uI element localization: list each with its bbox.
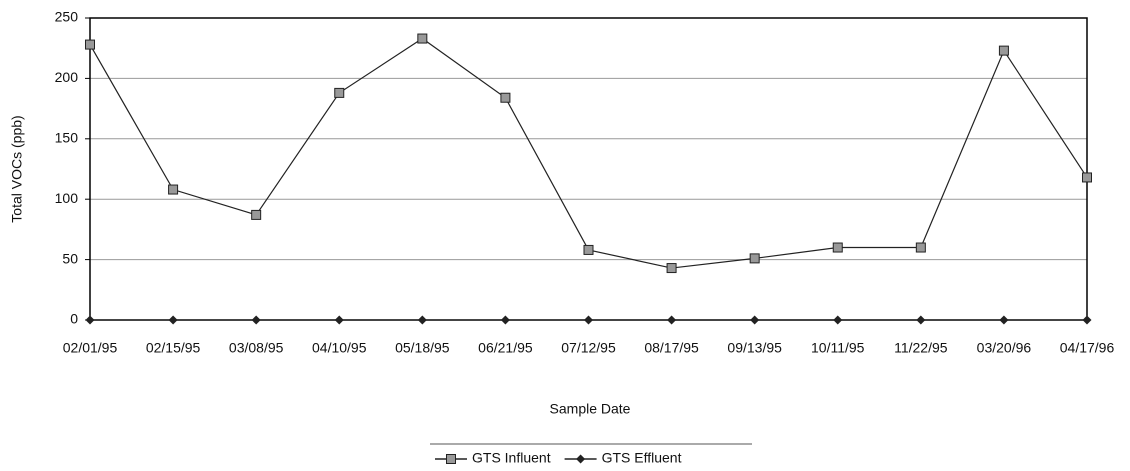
y-tick-label: 150 bbox=[55, 130, 79, 146]
marker bbox=[417, 33, 428, 44]
marker bbox=[999, 315, 1009, 325]
y-tick-label: 250 bbox=[55, 9, 79, 25]
x-tick-label: 03/20/96 bbox=[977, 340, 1032, 356]
y-tick-label: 0 bbox=[70, 311, 78, 327]
x-tick-label: 05/18/95 bbox=[395, 340, 450, 356]
legend-label: GTS Effluent bbox=[602, 450, 682, 466]
marker bbox=[998, 45, 1009, 56]
marker bbox=[750, 315, 760, 325]
marker bbox=[500, 315, 510, 325]
marker bbox=[915, 242, 926, 253]
marker bbox=[417, 315, 427, 325]
marker bbox=[446, 454, 456, 464]
marker bbox=[168, 184, 179, 195]
x-tick-label: 06/21/95 bbox=[478, 340, 533, 356]
marker bbox=[666, 263, 677, 274]
series-line bbox=[89, 37, 1088, 269]
marker bbox=[85, 39, 95, 50]
y-tick-label: 200 bbox=[55, 69, 79, 85]
x-tick-label: 07/12/95 bbox=[561, 340, 616, 356]
x-axis-label: Sample Date bbox=[550, 401, 631, 417]
plot-frame bbox=[89, 17, 1088, 321]
x-tick-label: 03/08/95 bbox=[229, 340, 284, 356]
marker bbox=[1082, 172, 1092, 183]
marker bbox=[584, 315, 593, 325]
y-axis-label: Total VOCs (ppb) bbox=[9, 115, 25, 222]
marker bbox=[576, 454, 586, 464]
x-tick-label: 08/17/95 bbox=[644, 340, 699, 356]
marker bbox=[251, 209, 262, 220]
legend-label: GTS Influent bbox=[472, 450, 551, 466]
marker bbox=[168, 315, 178, 325]
marker bbox=[749, 253, 760, 264]
marker bbox=[1082, 315, 1092, 325]
marker bbox=[334, 315, 344, 325]
x-tick-label: 04/17/96 bbox=[1060, 340, 1115, 356]
x-tick-label: 02/15/95 bbox=[146, 340, 201, 356]
marker bbox=[85, 315, 95, 325]
x-tick-label: 11/22/95 bbox=[894, 340, 948, 356]
marker bbox=[667, 315, 677, 325]
marker bbox=[832, 242, 843, 253]
y-tick-label: 100 bbox=[55, 190, 79, 206]
x-tick-label: 10/11/95 bbox=[811, 340, 865, 356]
marker bbox=[833, 315, 843, 325]
marker bbox=[334, 87, 345, 98]
marker bbox=[251, 315, 261, 325]
x-tick-label: 02/01/95 bbox=[63, 340, 118, 356]
x-tick-label: 09/13/95 bbox=[727, 340, 782, 356]
marker bbox=[583, 244, 594, 255]
marker bbox=[916, 315, 926, 325]
marker bbox=[500, 92, 511, 103]
y-tick-label: 50 bbox=[62, 250, 78, 266]
x-tick-label: 04/10/95 bbox=[312, 340, 367, 356]
